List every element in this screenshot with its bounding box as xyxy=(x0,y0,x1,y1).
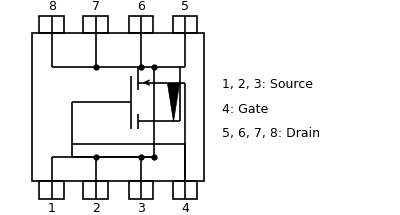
Text: 5, 6, 7, 8: Drain: 5, 6, 7, 8: Drain xyxy=(222,127,320,140)
Bar xyxy=(173,181,197,199)
Text: 8: 8 xyxy=(48,0,56,13)
Text: 7: 7 xyxy=(92,0,100,13)
Text: 2: 2 xyxy=(92,202,100,215)
Text: 3: 3 xyxy=(137,202,145,215)
Bar xyxy=(128,181,153,199)
Bar xyxy=(84,15,108,33)
Text: 6: 6 xyxy=(137,0,145,13)
Text: 1: 1 xyxy=(48,202,56,215)
Polygon shape xyxy=(167,83,180,121)
Text: 4: 4 xyxy=(181,202,189,215)
Bar xyxy=(32,33,204,181)
Bar xyxy=(84,181,108,199)
Bar xyxy=(128,15,153,33)
Text: 4: Gate: 4: Gate xyxy=(222,103,268,116)
Bar xyxy=(39,181,64,199)
Text: 5: 5 xyxy=(181,0,189,13)
Text: 1, 2, 3: Source: 1, 2, 3: Source xyxy=(222,78,313,91)
Bar xyxy=(39,15,64,33)
Bar xyxy=(173,15,197,33)
